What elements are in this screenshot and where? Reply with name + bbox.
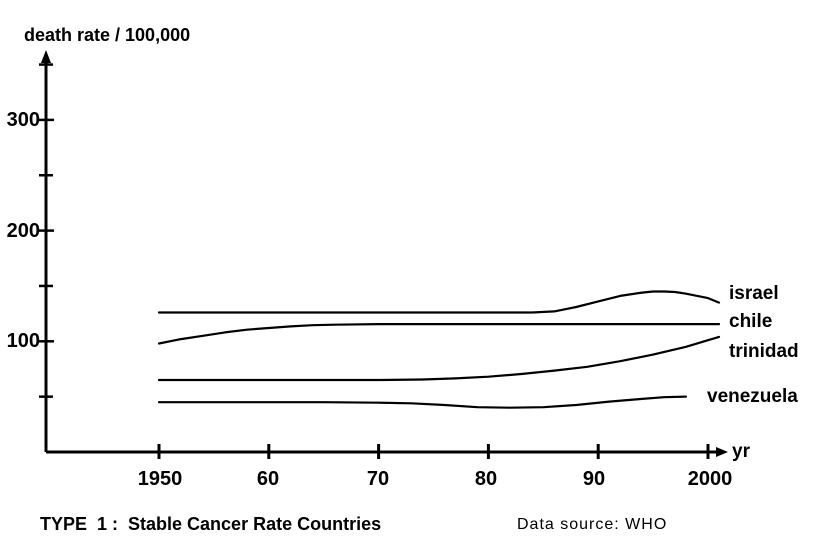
series-label-venezuela: venezuela	[707, 386, 798, 407]
data-source: Data source: WHO	[517, 516, 668, 533]
y-tick-label-100: 100	[6, 330, 40, 352]
x-tick-label-1950: 1950	[137, 468, 183, 490]
series-label-chile: chile	[729, 311, 773, 332]
series-line-trinidad	[157, 335, 721, 382]
x-tick-label-1970: 70	[366, 468, 390, 490]
series-line-venezuela	[157, 395, 688, 409]
x-tick-label-2000: 2000	[687, 468, 733, 490]
x-axis-title: yr	[732, 441, 750, 462]
y-axis-arrow-icon	[41, 50, 51, 63]
series-line-israel	[157, 290, 721, 314]
y-tick-label-300: 300	[6, 109, 40, 131]
series-label-israel: israel	[729, 283, 779, 304]
y-axis-title: death rate / 100,000	[24, 25, 191, 45]
x-axis-arrow-icon	[716, 447, 728, 457]
x-tick-label-1990: 90	[582, 468, 606, 490]
figure-title: TYPE 1 : Stable Cancer Rate Countries	[40, 514, 382, 534]
x-tick-label-1960: 60	[256, 468, 280, 490]
x-tick-label-1980: 80	[474, 468, 498, 490]
series-label-trinidad: trinidad	[729, 341, 799, 362]
y-tick-label-200: 200	[6, 220, 40, 242]
series-line-chile	[157, 323, 721, 345]
